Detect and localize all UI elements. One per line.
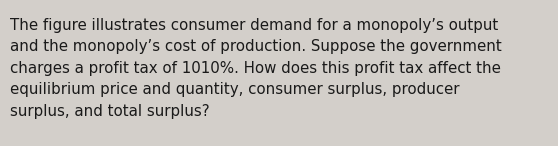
Text: The figure illustrates consumer demand for a monopoly’s output
and the monopoly’: The figure illustrates consumer demand f… (10, 18, 502, 119)
